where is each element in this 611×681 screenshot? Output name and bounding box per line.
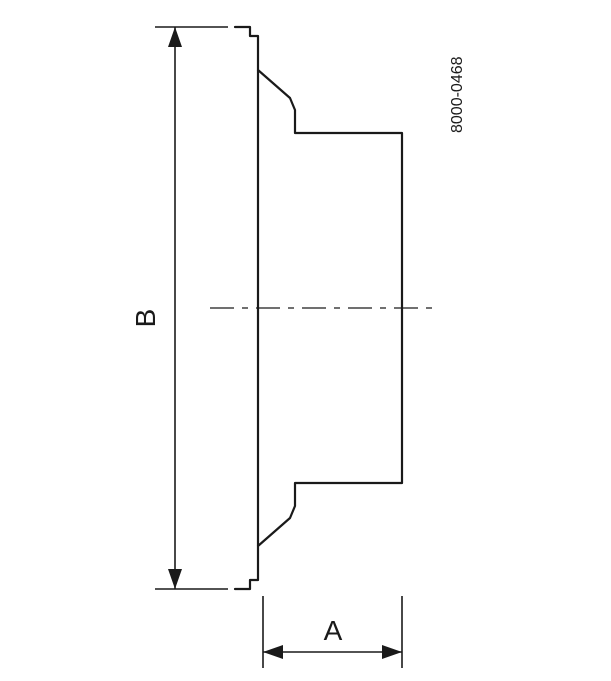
- canvas: [0, 0, 611, 681]
- dim-b-label: B: [130, 309, 161, 328]
- dim-a-label: A: [324, 615, 343, 646]
- part-number: 8000-0468: [449, 56, 466, 133]
